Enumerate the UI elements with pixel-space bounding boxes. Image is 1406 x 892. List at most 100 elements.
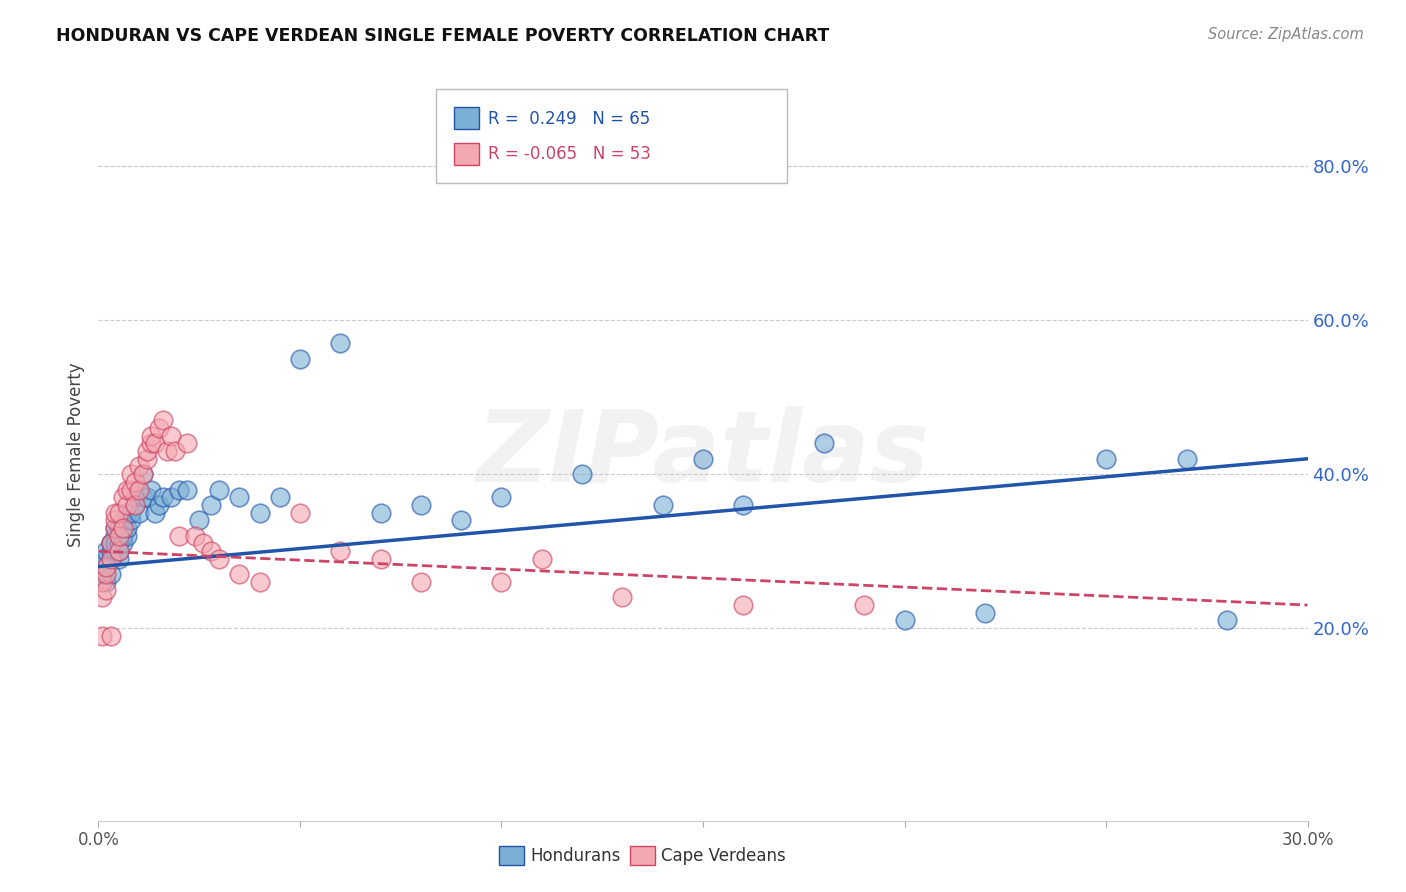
Point (107, 536, 129, 550)
Point (128, 483, 150, 497)
Point (107, 544, 129, 558)
Point (139, 483, 162, 497)
Point (124, 475, 146, 489)
Point (120, 483, 142, 497)
Point (135, 490, 157, 504)
Point (139, 428, 162, 442)
Point (120, 467, 142, 482)
Point (115, 483, 138, 497)
Point (124, 498, 146, 512)
Point (128, 459, 150, 474)
Point (208, 483, 231, 497)
Point (152, 490, 174, 504)
Point (91, 559, 114, 574)
Point (111, 521, 134, 535)
Point (249, 506, 271, 520)
Point (115, 521, 138, 535)
Point (100, 552, 122, 566)
Point (103, 513, 125, 527)
Point (132, 490, 155, 504)
Point (733, 598, 755, 612)
Point (228, 490, 250, 504)
Point (107, 544, 129, 558)
Point (91, 574, 114, 589)
Point (103, 544, 125, 558)
Point (103, 521, 125, 535)
Point (96, 582, 118, 597)
Point (107, 529, 129, 543)
Point (115, 498, 138, 512)
Point (193, 536, 215, 550)
Point (1095, 451, 1118, 466)
Point (139, 436, 162, 450)
Point (111, 490, 134, 504)
Point (163, 444, 186, 458)
Point (249, 574, 271, 589)
Point (107, 521, 129, 535)
Point (111, 529, 134, 543)
Point (107, 506, 129, 520)
Point (91, 567, 114, 582)
Point (329, 336, 352, 351)
Point (128, 483, 150, 497)
Point (132, 467, 155, 482)
Point (156, 444, 179, 458)
Point (167, 483, 190, 497)
Text: Hondurans: Hondurans (530, 847, 620, 865)
Point (491, 490, 513, 504)
Point (96, 544, 118, 558)
Point (111, 536, 134, 550)
Point (96, 567, 118, 582)
Point (115, 506, 138, 520)
Point (148, 421, 170, 435)
Point (530, 552, 553, 566)
Text: R = -0.065   N = 53: R = -0.065 N = 53 (488, 145, 651, 163)
Point (100, 536, 122, 550)
Point (571, 467, 593, 482)
Point (100, 629, 122, 643)
Point (143, 436, 166, 450)
Point (135, 444, 157, 458)
Point (893, 614, 915, 628)
Point (160, 428, 183, 442)
Point (115, 529, 138, 543)
Point (107, 552, 129, 566)
Point (176, 436, 198, 450)
Point (188, 513, 211, 527)
Point (100, 567, 122, 582)
Point (91, 591, 114, 605)
Point (160, 490, 183, 504)
Point (152, 413, 174, 427)
Point (370, 506, 392, 520)
Point (148, 498, 170, 512)
Point (409, 498, 432, 512)
Point (135, 451, 157, 466)
Point (269, 490, 291, 504)
Point (124, 498, 146, 512)
Point (96, 552, 118, 566)
Point (200, 498, 222, 512)
Point (96, 559, 118, 574)
Point (103, 529, 125, 543)
Point (100, 536, 122, 550)
Point (96, 559, 118, 574)
Point (103, 521, 125, 535)
Point (100, 544, 122, 558)
Point (692, 451, 714, 466)
Point (1216, 614, 1239, 628)
Point (228, 567, 250, 582)
Point (208, 552, 231, 566)
Point (143, 506, 166, 520)
Point (329, 544, 352, 558)
Point (107, 529, 129, 543)
Point (733, 498, 755, 512)
Point (120, 513, 142, 527)
Point (651, 498, 673, 512)
Point (96, 574, 118, 589)
Point (103, 506, 125, 520)
Point (128, 506, 150, 520)
Point (450, 513, 472, 527)
Point (370, 552, 392, 566)
Point (184, 529, 207, 543)
Point (1175, 451, 1198, 466)
